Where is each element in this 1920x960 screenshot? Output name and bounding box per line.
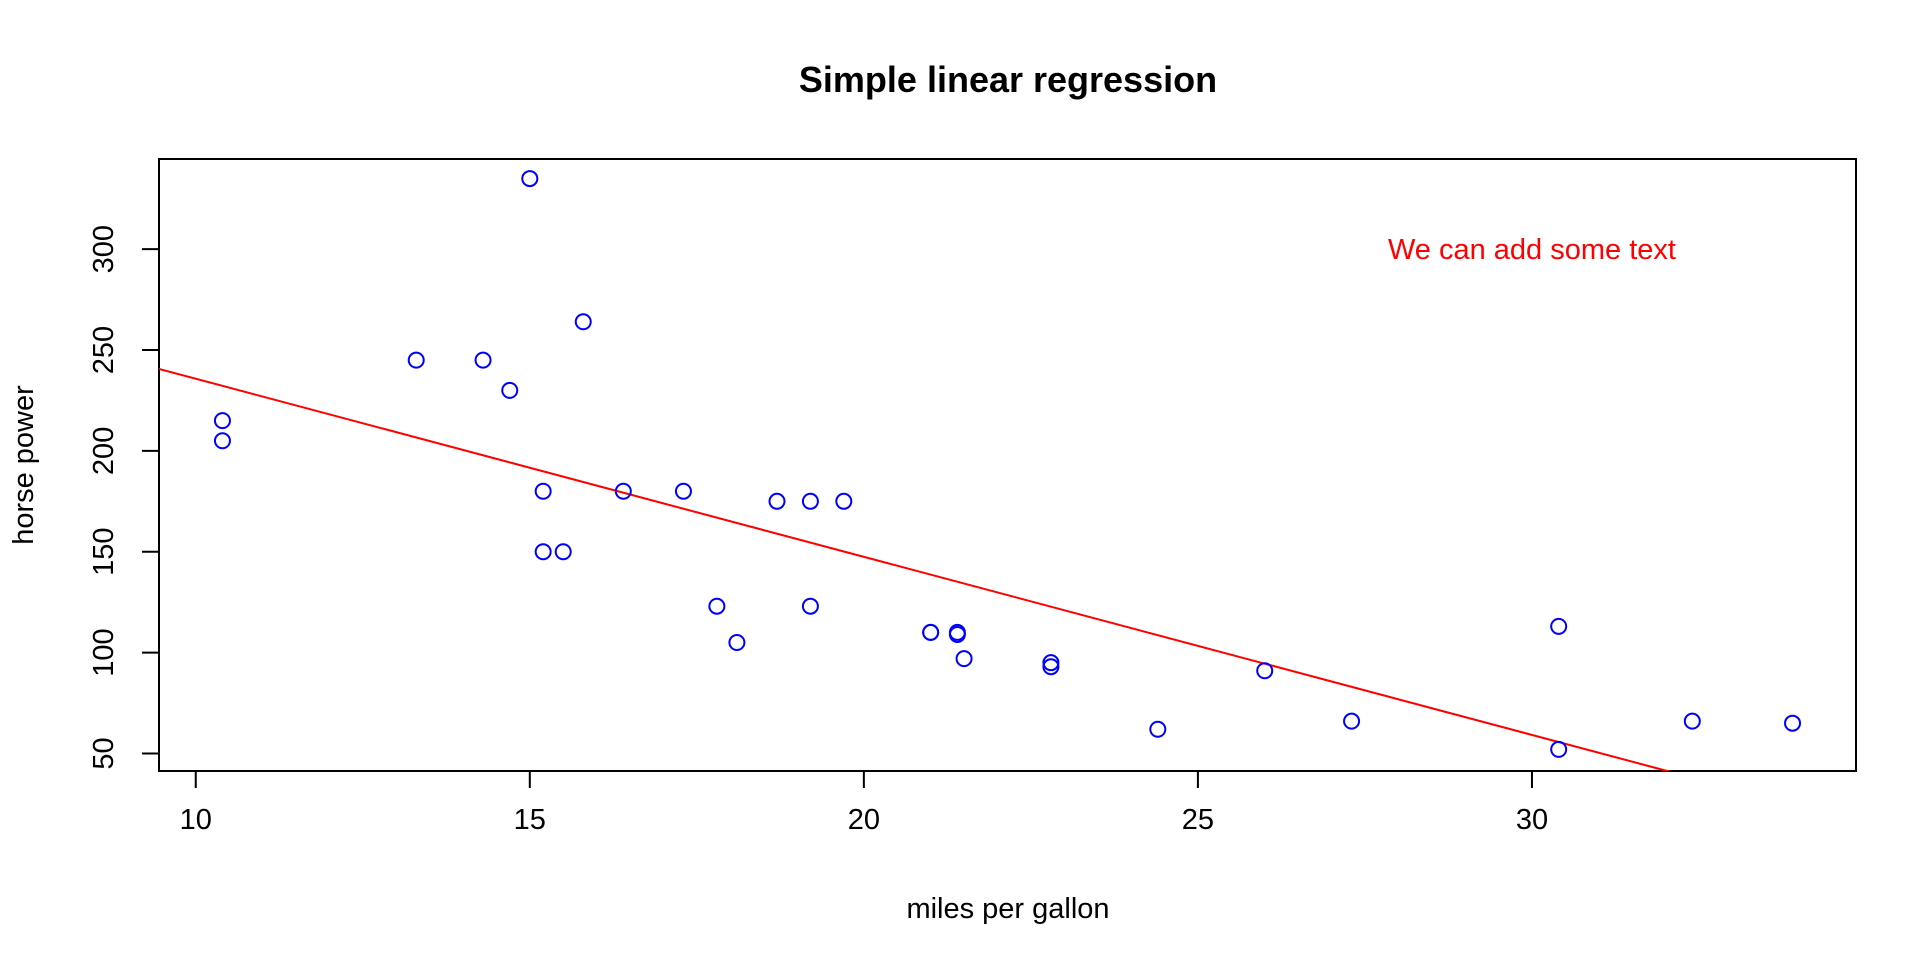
regression-line	[159, 367, 1672, 771]
data-point	[474, 351, 492, 369]
data-point	[614, 482, 632, 500]
data-point	[521, 170, 539, 188]
data-point	[1149, 720, 1167, 738]
data-point	[728, 634, 746, 652]
data-point	[501, 381, 519, 399]
data-point	[1550, 617, 1568, 635]
data-point	[534, 543, 552, 561]
data-point	[801, 492, 819, 510]
y-tick-label: 250	[88, 326, 120, 374]
y-tick-label: 200	[88, 427, 120, 475]
data-point	[554, 543, 572, 561]
data-point	[1784, 714, 1802, 732]
y-axis-label: horse power	[8, 385, 40, 545]
data-point	[1683, 712, 1701, 730]
x-tick-label: 30	[1516, 804, 1548, 836]
y-tick-label: 50	[88, 737, 120, 769]
data-point	[955, 650, 973, 668]
data-point	[674, 482, 692, 500]
y-tick-label: 150	[88, 528, 120, 576]
data-point	[534, 482, 552, 500]
data-point	[1042, 654, 1060, 672]
x-axis-label: miles per gallon	[906, 893, 1109, 925]
data-point	[574, 313, 592, 331]
y-axis: 50 100 150 200 250 300	[88, 225, 160, 770]
data-point	[835, 492, 853, 510]
data-point	[801, 597, 819, 615]
data-point	[708, 597, 726, 615]
regression-line-layer	[159, 367, 1672, 771]
annotation-text: We can add some text	[1388, 234, 1676, 266]
x-axis: 10 15 20 25 30	[180, 770, 1548, 836]
x-tick-label: 20	[848, 804, 880, 836]
x-tick-label: 15	[514, 804, 546, 836]
data-point	[1256, 662, 1274, 680]
data-point	[768, 492, 786, 510]
data-point	[1042, 658, 1060, 676]
data-point	[922, 623, 940, 641]
data-point	[948, 625, 966, 643]
data-point	[407, 351, 425, 369]
data-points	[213, 170, 1802, 758]
data-point	[213, 412, 231, 430]
chart-title: Simple linear regression	[799, 59, 1217, 100]
y-tick-label: 300	[88, 225, 120, 273]
annotation-layer: We can add some text	[1388, 234, 1676, 266]
y-tick-label: 100	[88, 628, 120, 676]
x-tick-label: 25	[1182, 804, 1214, 836]
data-point	[213, 432, 231, 450]
data-point	[1343, 712, 1361, 730]
data-point	[1550, 740, 1568, 758]
x-tick-label: 10	[180, 804, 212, 836]
